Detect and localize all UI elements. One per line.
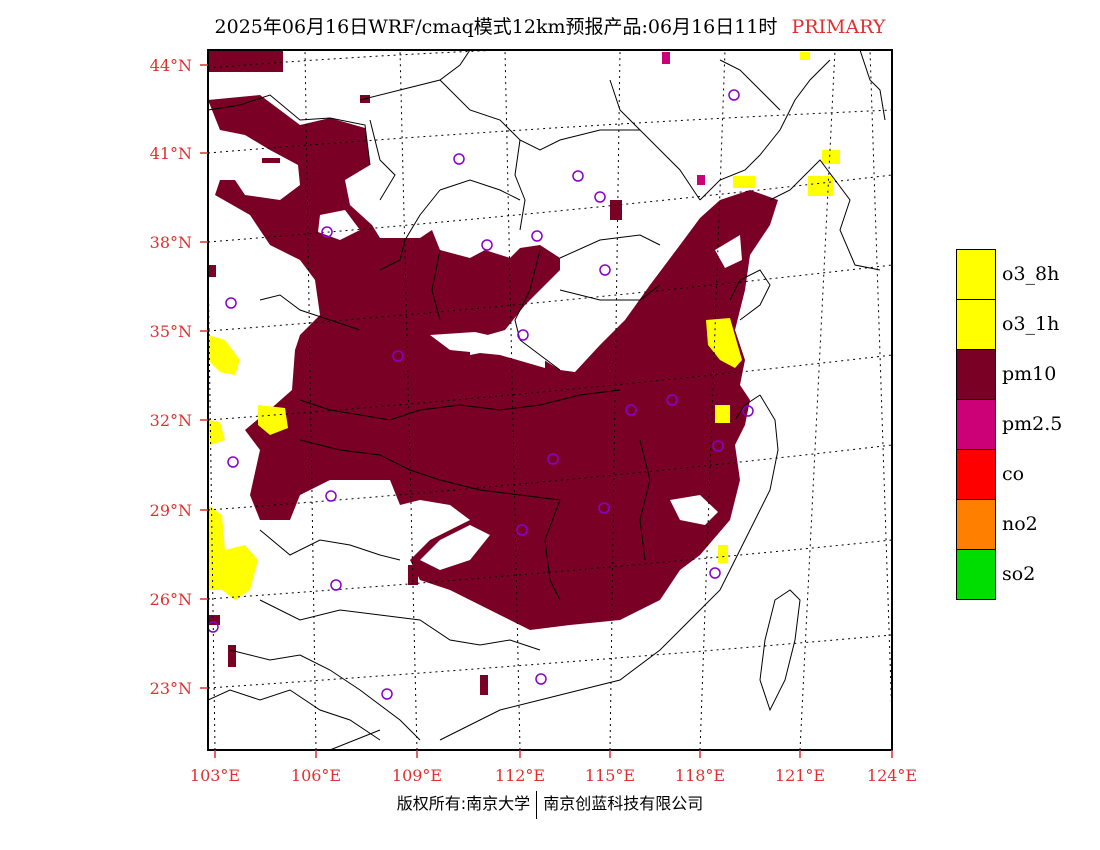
legend-swatch [956, 549, 996, 600]
station-marker [321, 226, 333, 238]
o3-patch [733, 176, 755, 188]
o3-patch [258, 405, 288, 435]
station-marker [392, 350, 404, 362]
lat-label: 44°N [149, 56, 192, 75]
legend-label: o3_1h [1002, 313, 1060, 335]
pm10-patch [228, 645, 236, 667]
boundaries [208, 50, 886, 750]
pm25-patch [662, 52, 670, 64]
pm10-gap-east [670, 495, 718, 525]
legend-swatch [956, 349, 996, 400]
pm10-patch [610, 200, 622, 220]
o3-patch [208, 420, 225, 445]
pm10-patch [262, 158, 280, 163]
lat-label: 35°N [149, 322, 192, 341]
station-marker [227, 456, 239, 468]
pm10-patch [208, 50, 283, 72]
copyright-owner: 版权所有:南京大学 [396, 794, 531, 813]
o3-patch [208, 335, 240, 375]
lon-label: 106°E [290, 766, 342, 785]
lon-label: 124°E [866, 766, 918, 785]
o3-patch [822, 150, 840, 164]
legend-swatch [956, 299, 996, 350]
title-text: 2025年06月16日WRF/cmaq模式12km预报产品:06月16日11时 [214, 16, 778, 38]
legend-swatch [956, 449, 996, 500]
station-marker [598, 502, 610, 514]
lon-label: 112°E [494, 766, 546, 785]
lat-label: 23°N [149, 679, 192, 698]
lon-label: 103°E [189, 766, 241, 785]
pm10-gap-shaanxi [430, 332, 545, 368]
legend-label: so2 [1002, 563, 1036, 585]
station-marker [666, 394, 678, 406]
station-marker [535, 673, 547, 685]
map-frame [207, 49, 893, 751]
station-marker [516, 524, 528, 536]
o3-patch [800, 52, 810, 60]
lat-label: 26°N [149, 590, 192, 609]
map-title: 2025年06月16日WRF/cmaq模式12km预报产品:06月16日11时 P… [0, 12, 1100, 39]
copyright-footer: 版权所有:南京大学 南京创蓝科技有限公司 [0, 790, 1100, 819]
station-marker [481, 239, 493, 251]
axis-ticks [200, 64, 893, 758]
station-marker [709, 567, 721, 579]
pm10-gap-shandong [715, 235, 742, 268]
legend-swatch [956, 499, 996, 550]
pm10-gap-south [420, 525, 490, 570]
lat-label: 38°N [149, 233, 192, 252]
station-marker [599, 264, 611, 276]
o3-patch [715, 405, 730, 423]
station-marker [572, 170, 584, 182]
station-marker [742, 405, 754, 417]
station-marker [594, 191, 606, 203]
o3-patch [706, 318, 742, 368]
lon-label: 115°E [584, 766, 636, 785]
pm10-patch [208, 615, 220, 625]
legend-label: no2 [1002, 513, 1038, 535]
grid-lines [208, 50, 892, 750]
lon-label: 109°E [391, 766, 443, 785]
pm10-patch [480, 675, 488, 695]
lon-label: 121°E [774, 766, 826, 785]
station-marker [712, 440, 724, 452]
lon-label: 118°E [674, 766, 726, 785]
lat-label: 29°N [149, 501, 192, 520]
station-marker [325, 490, 337, 502]
legend-label: pm10 [1002, 363, 1057, 385]
o3-patch [208, 505, 258, 600]
primary-label: PRIMARY [791, 16, 886, 38]
legend-label: co [1002, 463, 1025, 485]
station-marker [531, 230, 543, 242]
station-marker [547, 453, 559, 465]
lat-label: 32°N [149, 411, 192, 430]
legend-label: o3_8h [1002, 263, 1060, 285]
legend-swatch [956, 399, 996, 450]
station-marker [625, 404, 637, 416]
legend-swatch [956, 249, 996, 300]
pm10-patch [660, 565, 670, 575]
footer-separator [536, 790, 538, 819]
pm25-patch [697, 175, 705, 185]
copyright-company: 南京创蓝科技有限公司 [543, 794, 704, 813]
station-marker [225, 297, 237, 309]
station-marker [453, 153, 465, 165]
station-marker [517, 329, 529, 341]
station-markers [208, 89, 754, 700]
o3-patch [808, 176, 833, 196]
station-marker [728, 89, 740, 101]
station-marker [330, 579, 342, 591]
pm10-patch [208, 265, 216, 277]
legend-label: pm2.5 [1002, 413, 1063, 435]
station-marker [208, 621, 219, 633]
lat-label: 41°N [149, 144, 192, 163]
o3-patch [718, 545, 728, 563]
station-marker [381, 688, 393, 700]
